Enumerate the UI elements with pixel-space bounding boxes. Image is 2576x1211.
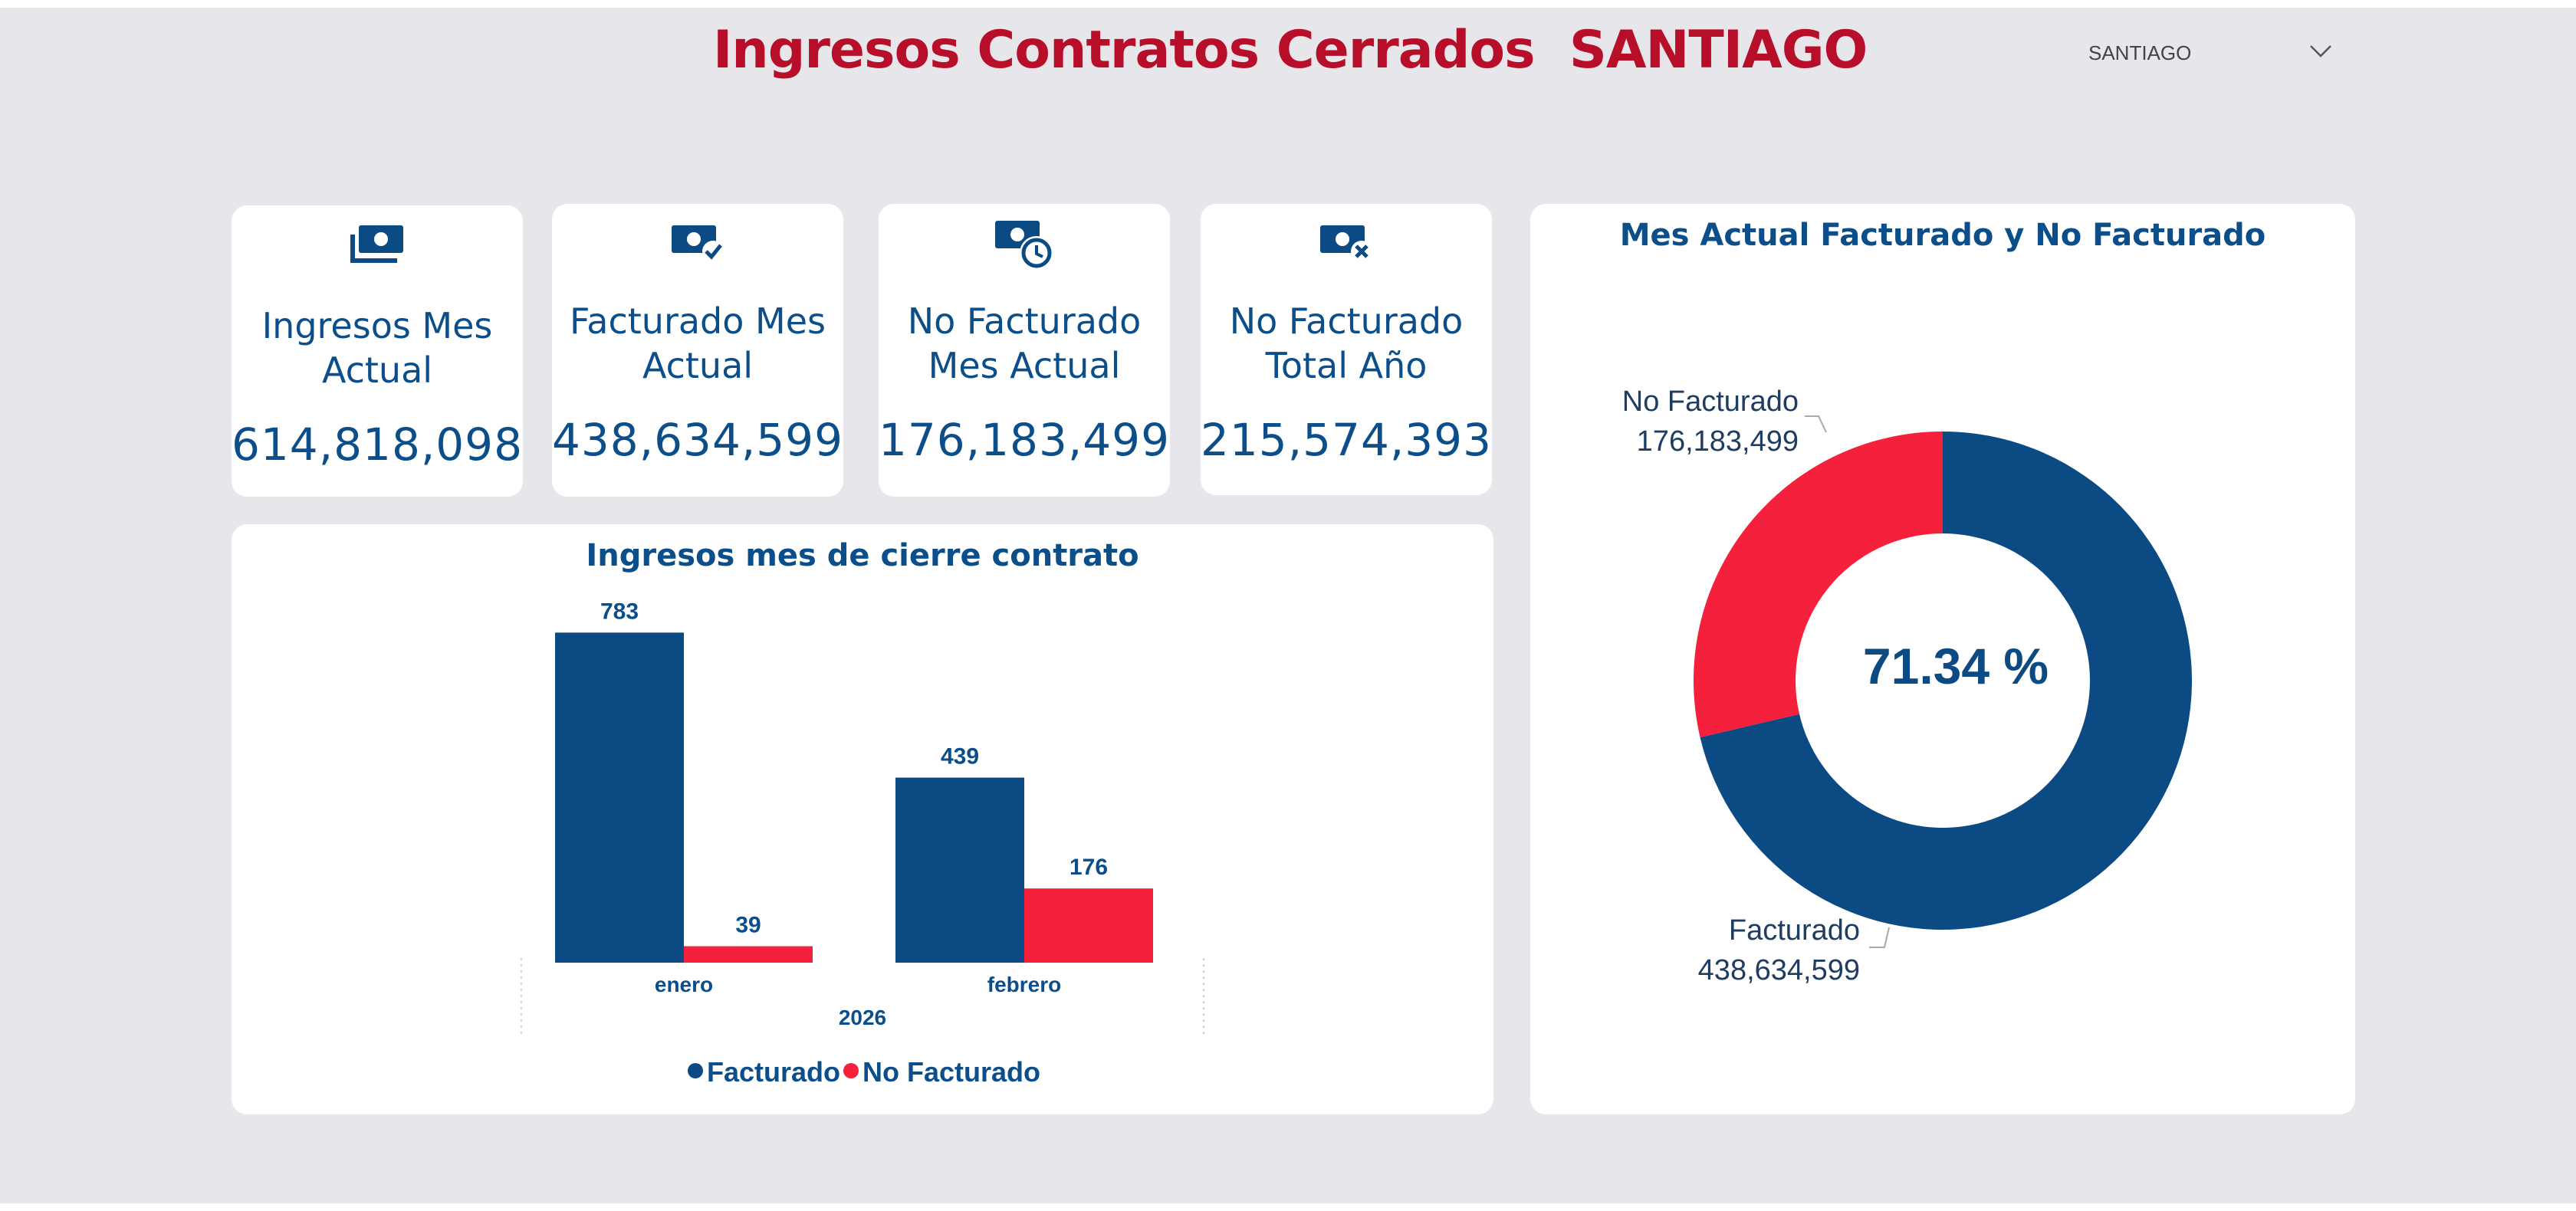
x-group-label: 2026 bbox=[839, 1006, 886, 1029]
kpi-value: 614,818,098 bbox=[232, 418, 523, 471]
donut-chart: 71.34 % No Facturado 176,183,499 Factura… bbox=[1622, 386, 2192, 986]
bar-chart-title: Ingresos mes de cierre contrato bbox=[586, 538, 1139, 573]
city-slicer-dropdown[interactable]: SANTIAGO bbox=[2070, 38, 2346, 69]
donut-label-facturado-name: Facturado bbox=[1729, 914, 1860, 947]
money-clock-icon bbox=[995, 221, 1053, 270]
money-check-icon bbox=[672, 225, 724, 262]
kpi-card-no-facturado-mes: No Facturado Mes Actual 176,183,499 bbox=[879, 204, 1170, 497]
x-tick-label: enero bbox=[655, 973, 713, 996]
bar-data-label: 176 bbox=[1070, 855, 1108, 880]
x-tick-label: febrero bbox=[987, 973, 1061, 996]
page-title: Ingresos Contratos Cerrados SANTIAGO bbox=[713, 20, 1868, 80]
leader-line-facturado bbox=[1869, 927, 1890, 948]
donut-center-label: 71.34 % bbox=[1863, 638, 2049, 694]
bar-no-facturado-febrero[interactable] bbox=[1024, 888, 1153, 963]
donut-label-no-facturado-value: 176,183,499 bbox=[1637, 425, 1799, 458]
bar-facturado-febrero[interactable] bbox=[895, 777, 1024, 963]
kpi-value: 215,574,393 bbox=[1201, 414, 1492, 466]
donut-slice-facturado[interactable] bbox=[1700, 432, 2192, 930]
legend-label-facturado[interactable]: Facturado bbox=[707, 1056, 840, 1088]
money-cross-icon bbox=[1320, 225, 1372, 262]
legend-marker-facturado bbox=[688, 1063, 703, 1078]
kpi-card-ingresos: Ingresos Mes Actual 614,818,098 bbox=[232, 205, 523, 497]
bar-chart-panel: Ingresos mes de cierre contrato 783 39 ene… bbox=[232, 524, 1493, 1114]
bar-data-label: 39 bbox=[735, 913, 761, 938]
legend-label-no-facturado[interactable]: No Facturado bbox=[863, 1056, 1040, 1088]
bar-facturado-enero[interactable] bbox=[555, 632, 684, 963]
bar-chart: 783 39 enero 439 176 febrero 2026 Facturado No… bbox=[521, 599, 1204, 1088]
slicer-selected-value: SANTIAGO bbox=[2088, 41, 2192, 64]
donut-label-no-facturado-name: No Facturado bbox=[1622, 386, 1799, 418]
report-canvas: Ingresos Contratos Cerrados SANTIAGO SAN… bbox=[0, 8, 2576, 1203]
kpi-label: Facturado Mes Actual bbox=[570, 300, 826, 386]
kpi-label: No Facturado Mes Actual bbox=[907, 300, 1142, 386]
kpi-label: Ingresos Mes Actual bbox=[261, 305, 493, 391]
chart-legend: Facturado No Facturado bbox=[688, 1056, 1040, 1088]
money-stack-icon bbox=[350, 225, 403, 263]
bar-data-label: 783 bbox=[600, 599, 639, 624]
donut-label-facturado-value: 438,634,599 bbox=[1698, 954, 1860, 986]
chevron-down-icon[interactable] bbox=[2308, 41, 2334, 61]
kpi-card-no-facturado-anio: No Facturado Total Año 215,574,393 bbox=[1201, 204, 1492, 495]
kpi-value: 176,183,499 bbox=[879, 414, 1170, 466]
donut-chart-panel: Mes Actual Facturado y No Facturado 71.3… bbox=[1530, 204, 2355, 1114]
bar-no-facturado-enero[interactable] bbox=[684, 946, 813, 963]
kpi-card-facturado: Facturado Mes Actual 438,634,599 bbox=[552, 204, 843, 497]
donut-chart-title: Mes Actual Facturado y No Facturado bbox=[1619, 218, 2266, 253]
kpi-value: 438,634,599 bbox=[552, 414, 843, 466]
leader-line-no-facturado bbox=[1805, 415, 1827, 433]
legend-marker-no-facturado bbox=[843, 1063, 859, 1078]
donut-slice-no-facturado[interactable] bbox=[1694, 432, 1943, 738]
kpi-label: No Facturado Total Año bbox=[1229, 300, 1464, 386]
bar-data-label: 439 bbox=[941, 744, 979, 770]
